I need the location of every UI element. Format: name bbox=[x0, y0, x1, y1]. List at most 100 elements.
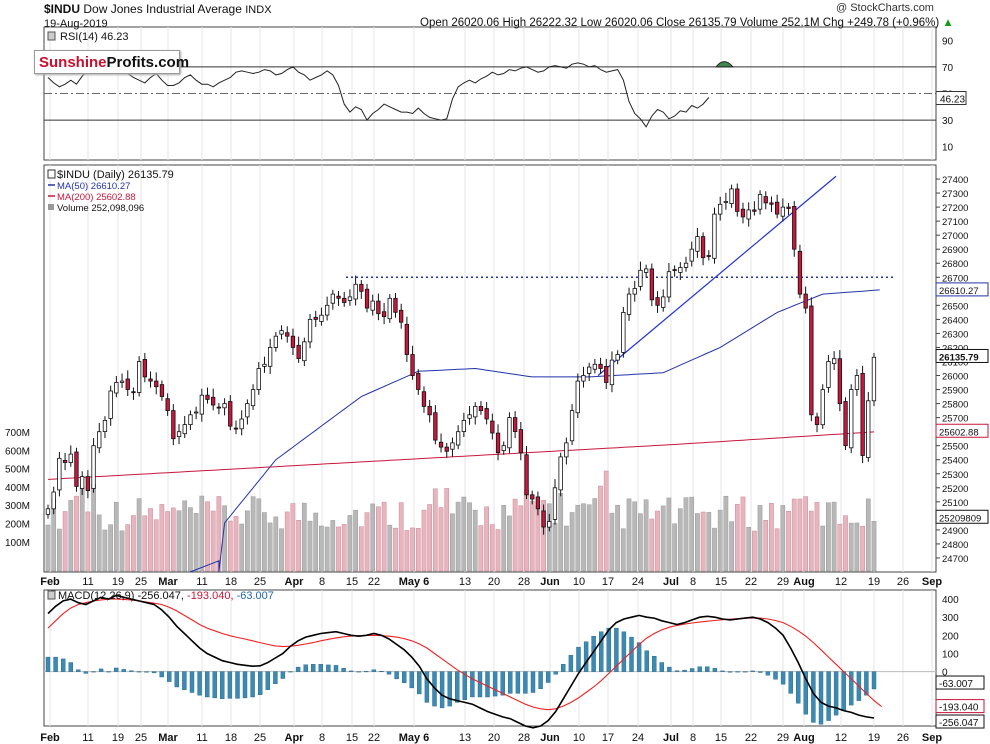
price-tick-label: 25300 bbox=[942, 470, 968, 481]
candle-body bbox=[495, 432, 501, 454]
x-tick-label: 19 bbox=[868, 576, 880, 588]
candle-body bbox=[809, 305, 814, 416]
candle-body bbox=[193, 411, 199, 414]
macd-hist-bar bbox=[371, 669, 377, 672]
volume-bar bbox=[313, 512, 319, 572]
macd-hist-bar bbox=[83, 671, 89, 674]
macd-legend-swatch bbox=[47, 590, 56, 600]
volume-bar bbox=[808, 510, 814, 572]
price-tick-label: 24700 bbox=[942, 554, 968, 565]
symbol: $INDU bbox=[44, 2, 81, 16]
candle-body bbox=[302, 341, 307, 362]
volume-bar bbox=[113, 502, 119, 572]
volume-bar bbox=[666, 497, 672, 572]
volume-value-box-label: 25209809 bbox=[939, 513, 981, 524]
volume-bar bbox=[176, 510, 182, 572]
ma200-value-box bbox=[935, 423, 989, 438]
volume-bar bbox=[444, 488, 450, 572]
volume-bar bbox=[655, 510, 660, 572]
price-tick-label: 27100 bbox=[942, 217, 968, 228]
volume-bar bbox=[170, 507, 176, 572]
price-tick-label: 26800 bbox=[942, 259, 968, 270]
price-tick-label: 26100 bbox=[942, 357, 968, 368]
macd-signal-value-box-label: -193.040 bbox=[939, 703, 979, 714]
x-tick-label: Sep bbox=[922, 576, 942, 588]
macd-hist-bar bbox=[515, 671, 521, 694]
macd-hist-bar bbox=[227, 671, 233, 699]
volume-bar bbox=[780, 505, 786, 572]
candle-body bbox=[51, 491, 56, 510]
candle-body bbox=[598, 363, 603, 369]
macd-hist-bar bbox=[318, 664, 323, 672]
price-tick-label: 26500 bbox=[942, 301, 968, 312]
x-tick-label: 13 bbox=[459, 576, 471, 588]
volume-bar bbox=[729, 521, 734, 572]
x-tick-label-bottom: 13 bbox=[459, 732, 471, 744]
ohlc-values: Open 26020.06 High 26222.32 Low 26020.06… bbox=[420, 17, 940, 29]
x-tick-label-bottom: 12 bbox=[835, 732, 847, 744]
price-legend-item: $INDU (Daily) 26135.79 bbox=[57, 169, 174, 181]
macd-hist-bar bbox=[394, 671, 399, 680]
volume-bar bbox=[393, 527, 398, 572]
candle-body bbox=[290, 335, 296, 348]
x-tick-label-bottom: 26 bbox=[897, 732, 909, 744]
candle-body bbox=[114, 382, 119, 394]
candle-body bbox=[661, 296, 666, 308]
macd-hist-bar bbox=[780, 671, 786, 685]
macd-hist-bar bbox=[151, 671, 157, 674]
macd-hist-bar bbox=[386, 671, 392, 675]
price-legend-item: MA(200) 25602.88 bbox=[57, 192, 136, 203]
candle-body bbox=[706, 255, 711, 257]
macd-hist-bar bbox=[485, 671, 490, 698]
candle-body bbox=[228, 401, 233, 427]
candle-body bbox=[672, 269, 677, 272]
x-tick-label: Jul bbox=[663, 576, 679, 588]
macd-hist-bar bbox=[402, 671, 407, 683]
volume-bar bbox=[740, 496, 746, 572]
macd-hist-bar bbox=[826, 671, 831, 721]
candle-body bbox=[188, 414, 193, 425]
candle-body bbox=[182, 424, 187, 435]
candle-body bbox=[814, 416, 820, 425]
volume-bar bbox=[581, 503, 586, 572]
macd-hist-bar bbox=[841, 671, 846, 711]
x-tick-label: 19 bbox=[112, 576, 124, 588]
x-tick-label-bottom: Feb bbox=[40, 732, 60, 744]
candle-body bbox=[581, 375, 586, 382]
candle-body bbox=[222, 403, 227, 409]
x-tick-label-bottom: 19 bbox=[112, 732, 124, 744]
macd-legend-part: -193.040, bbox=[187, 590, 237, 602]
x-tick-label-bottom: 11 bbox=[196, 732, 207, 744]
candle-body bbox=[336, 295, 341, 299]
candle-body bbox=[279, 330, 284, 335]
volume-bar bbox=[370, 503, 376, 572]
price-tick-label: 26300 bbox=[942, 329, 968, 340]
candle-body bbox=[398, 309, 404, 323]
ohlc-summary: Open 26020.06 High 26222.32 Low 26020.06… bbox=[420, 17, 954, 29]
volume-bar bbox=[501, 505, 507, 572]
candle-body bbox=[587, 366, 592, 374]
volume-bar bbox=[660, 505, 666, 572]
macd-hist-bar bbox=[864, 671, 869, 696]
volume-bar bbox=[153, 519, 159, 572]
macd-hist-bar bbox=[667, 666, 672, 672]
volume-value-box bbox=[935, 509, 989, 524]
volume-tick-label: 300M bbox=[5, 501, 30, 512]
candle-body bbox=[666, 271, 672, 298]
volume-bar bbox=[102, 529, 108, 572]
candle-body bbox=[683, 262, 689, 268]
volume-bar bbox=[609, 512, 615, 572]
candle-body bbox=[313, 316, 318, 320]
candle-body bbox=[820, 389, 825, 426]
volume-bar bbox=[797, 498, 803, 572]
macd-hist-bar bbox=[189, 671, 195, 693]
index-name: Dow Jones Industrial Average bbox=[83, 2, 242, 16]
macd-hist-bar bbox=[871, 671, 877, 690]
candle-body bbox=[484, 408, 489, 420]
x-tick-label: 15 bbox=[346, 576, 358, 588]
candle-body bbox=[68, 453, 73, 463]
x-tick-label: 29 bbox=[777, 576, 789, 588]
volume-bar bbox=[598, 485, 603, 572]
candle-body bbox=[461, 419, 467, 432]
candle-body bbox=[108, 390, 113, 419]
